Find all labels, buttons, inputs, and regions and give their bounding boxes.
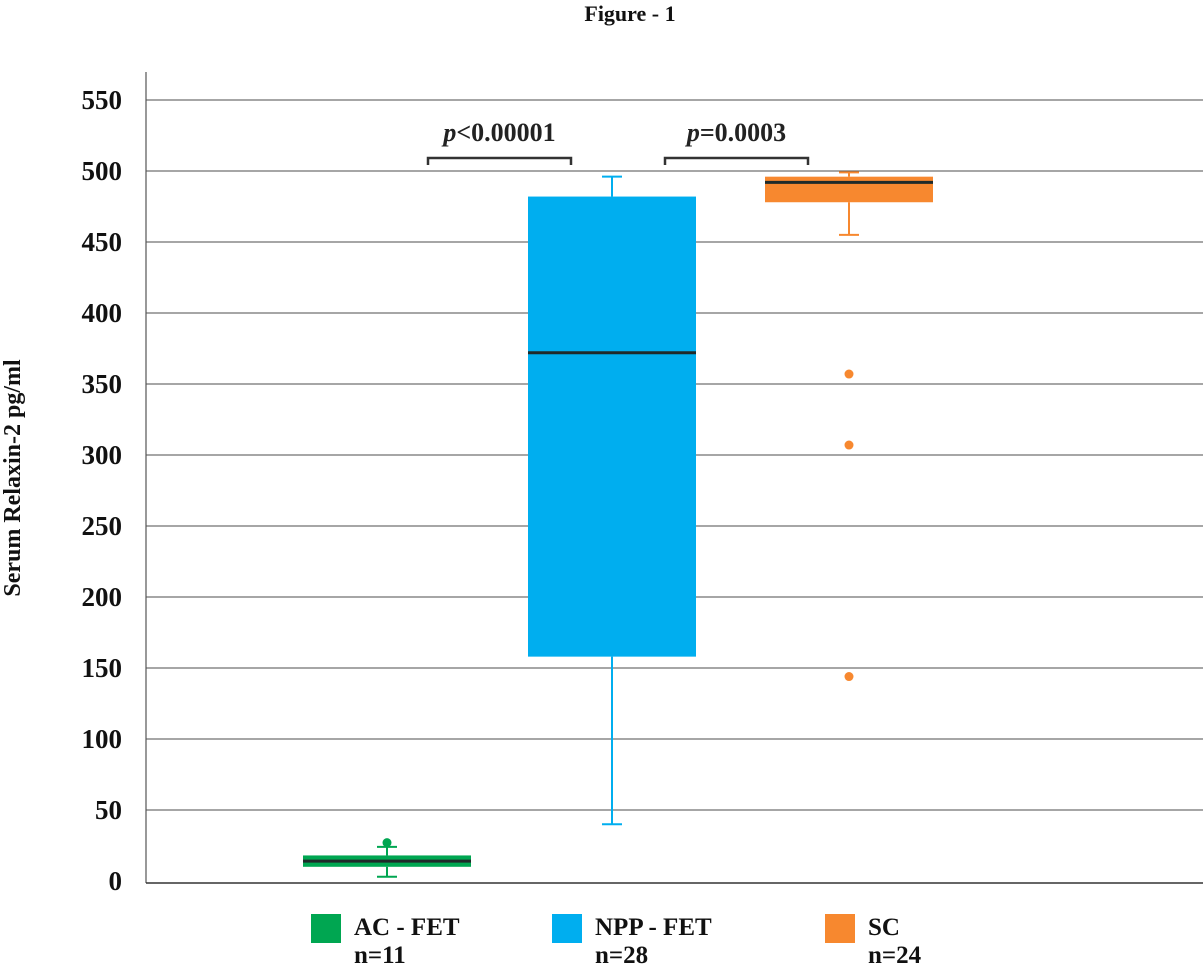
legend-swatch [825, 914, 855, 943]
y-tick-label: 350 [82, 369, 123, 399]
p-value-label: p<0.00001 [441, 118, 555, 147]
bracket-line [663, 156, 810, 165]
y-tick-label: 500 [82, 156, 123, 186]
y-tick-label: 250 [82, 511, 123, 541]
y-axis-title: Serum Relaxin-2 pg/ml [0, 359, 26, 597]
p-value-label: p=0.0003 [685, 118, 786, 147]
outlier-point [844, 440, 854, 450]
legend-swatch [552, 914, 582, 943]
p-value: <0.00001 [456, 118, 555, 147]
y-tick-label: 450 [82, 227, 123, 257]
box-group [528, 175, 696, 826]
p-value: =0.0003 [700, 118, 786, 147]
y-tick-label: 100 [82, 724, 123, 754]
legend-label: NPP - FET [595, 914, 712, 941]
y-tick-label: 550 [82, 85, 123, 115]
legend-n: n=24 [868, 942, 922, 967]
box-group [765, 171, 933, 682]
p-symbol: p [441, 118, 456, 147]
y-tick-label: 150 [82, 653, 123, 683]
box-iqr [765, 176, 933, 203]
outlier-point [844, 672, 854, 682]
figure-title: Figure - 1 [584, 1, 675, 26]
outlier-point [844, 369, 854, 379]
legend-swatch [311, 914, 341, 943]
legend-n: n=28 [595, 942, 648, 967]
outlier-point [382, 838, 392, 848]
legend-label: SC [868, 914, 900, 941]
y-tick-label: 200 [82, 582, 123, 612]
p-symbol: p [685, 118, 700, 147]
legend-label: AC - FET [354, 914, 460, 941]
y-tick-label: 400 [82, 298, 123, 328]
y-tick-label: 300 [82, 440, 123, 470]
legend-item: SCn=24 [825, 914, 922, 967]
box-series [303, 171, 933, 878]
significance-brackets: p<0.00001 p=0.0003 [426, 118, 810, 165]
y-tick-label: 50 [95, 795, 122, 825]
y-tick-label: 0 [109, 866, 123, 896]
legend-n: n=11 [354, 942, 406, 967]
significance-bracket: p=0.0003 [663, 118, 810, 165]
box-iqr [528, 196, 696, 657]
y-axis-ticks: 0 50 100 150 200 250 300 350 400 450 500 550 [82, 85, 123, 896]
bracket-line [426, 156, 573, 165]
box-group [303, 838, 471, 878]
significance-bracket: p<0.00001 [426, 118, 573, 165]
